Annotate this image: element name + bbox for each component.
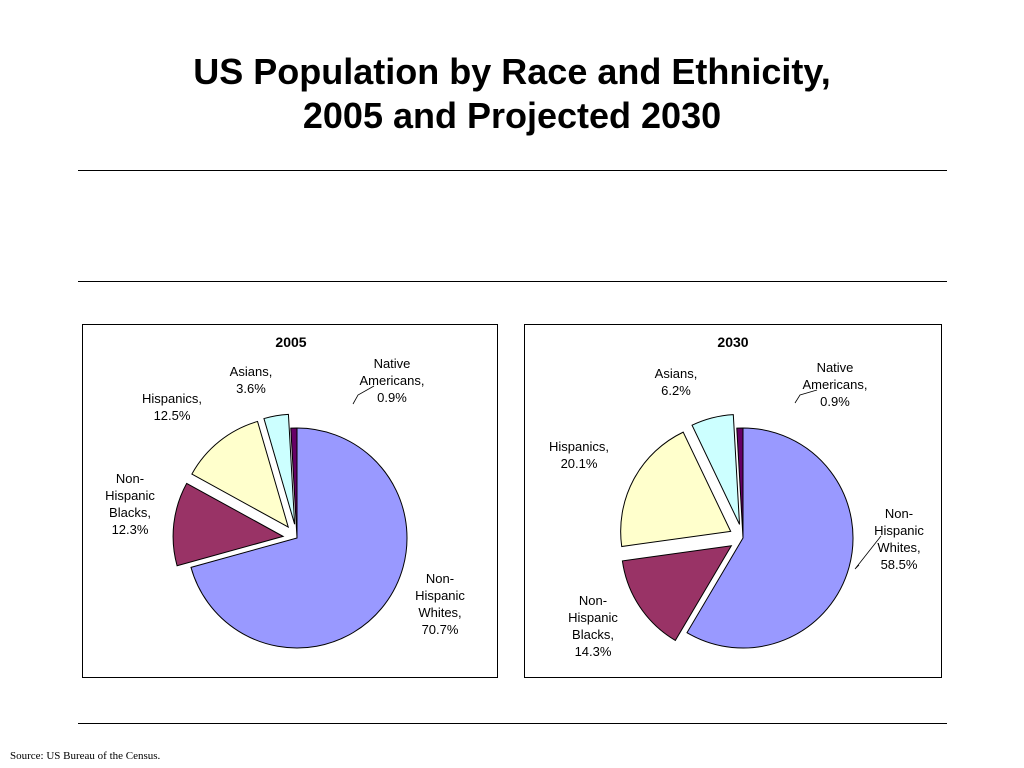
divider-bottom [78, 723, 947, 724]
slice-label-line: 20.1% [561, 456, 598, 471]
slice-label-line: Hispanics, [142, 391, 202, 406]
slice-label-2005-non-hispanic-whites: Non- Hispanic Whites, 70.7% [415, 571, 465, 637]
slice-label-line: Asians, [655, 366, 698, 381]
divider-top [78, 170, 947, 171]
slice-label-line: 0.9% [820, 394, 850, 409]
slice-label-2005-hispanics: Hispanics, 12.5% [142, 391, 202, 423]
pie-slice-2005-native-americans [290, 427, 298, 539]
slice-label-line: Non- [885, 506, 913, 521]
slice-label-line: Hispanic [105, 488, 155, 503]
divider-middle [78, 281, 947, 282]
slice-label-line: 6.2% [661, 383, 691, 398]
slice-label-2005-asians: Asians, 3.6% [230, 364, 273, 396]
pie-slice-2030-native-americans [736, 427, 744, 539]
slice-label-line: Hispanic [874, 523, 924, 538]
slice-label-2005-non-hispanic-blacks: Non- Hispanic Blacks, 12.3% [105, 471, 155, 537]
chart-2005: 2005 Non- Hispanic Whites, 70.7% Non- Hispanic… [82, 324, 498, 678]
chart-2030: 2030 Non- Hispanic Whites, 58.5% Non- Hispanic… [524, 324, 942, 678]
slice-label-line: 70.7% [422, 622, 459, 637]
leader-line-2030-non-hispanic-whites [854, 535, 882, 570]
slice-label-line: Hispanic [568, 610, 618, 625]
pie-chart-2030-svg: 2030 Non- Hispanic Whites, 58.5% Non- Hispanic… [549, 334, 924, 659]
slice-label-line: Non- [579, 593, 607, 608]
slice-label-line: 0.9% [377, 390, 407, 405]
slice-label-line: Non- [426, 571, 454, 586]
slice-label-line: Whites, [418, 605, 461, 620]
leader-line-2005-native-americans [352, 385, 375, 405]
slice-label-line: Hispanics, [549, 439, 609, 454]
slice-label-line: Native [817, 360, 854, 375]
pie-slice-2030-hispanics [620, 431, 732, 548]
pie-slice-2005-non-hispanic-whites [190, 427, 408, 649]
pie-slice-2005-hispanics [191, 420, 290, 529]
slice-label-line: 3.6% [236, 381, 266, 396]
slice-label-line: Hispanic [415, 588, 465, 603]
slice-label-line: Blacks, [572, 627, 614, 642]
slice-label-2030-non-hispanic-blacks: Non- Hispanic Blacks, 14.3% [568, 593, 618, 659]
source-note: Source: US Bureau of the Census. [10, 750, 161, 762]
slice-label-line: Americans, [359, 373, 424, 388]
pie-slice-2005-non-hispanic-blacks [172, 482, 285, 567]
slice-label-line: Asians, [230, 364, 273, 379]
slice-label-line: Non- [116, 471, 144, 486]
slice-label-2030-hispanics: Hispanics, 20.1% [549, 439, 609, 471]
pie-slice-2030-non-hispanic-whites [686, 427, 854, 649]
slice-label-line: Native [374, 356, 411, 371]
slide-title: US Population by Race and Ethnicity, 200… [0, 50, 1024, 138]
slice-label-2030-non-hispanic-whites: Non- Hispanic Whites, 58.5% [874, 506, 924, 572]
slice-label-line: 14.3% [575, 644, 612, 659]
slide-title-line-1: US Population by Race and Ethnicity, [193, 51, 831, 92]
chart-title-2030: 2030 [717, 334, 748, 350]
slide-title-line-2: 2005 and Projected 2030 [302, 95, 722, 136]
slice-label-2030-asians: Asians, 6.2% [655, 366, 698, 398]
slice-label-line: 12.3% [112, 522, 149, 537]
pie-slice-2030-asians [691, 414, 741, 525]
leader-line-2030-native-americans [794, 389, 818, 404]
pie-slice-2005-asians [263, 413, 296, 525]
pie-chart-2005-svg: 2005 Non- Hispanic Whites, 70.7% Non- Hispanic… [105, 334, 465, 649]
slice-label-line: Americans, [802, 377, 867, 392]
slice-label-line: Blacks, [109, 505, 151, 520]
slice-label-line: 58.5% [881, 557, 918, 572]
slice-label-line: 12.5% [154, 408, 191, 423]
slice-label-line: Whites, [877, 540, 920, 555]
pie-slice-2030-non-hispanic-blacks [621, 545, 733, 642]
slice-label-2005-native-americans: Native Americans, 0.9% [359, 356, 424, 405]
slice-label-2030-native-americans: Native Americans, 0.9% [802, 360, 867, 409]
chart-title-2005: 2005 [275, 334, 306, 350]
